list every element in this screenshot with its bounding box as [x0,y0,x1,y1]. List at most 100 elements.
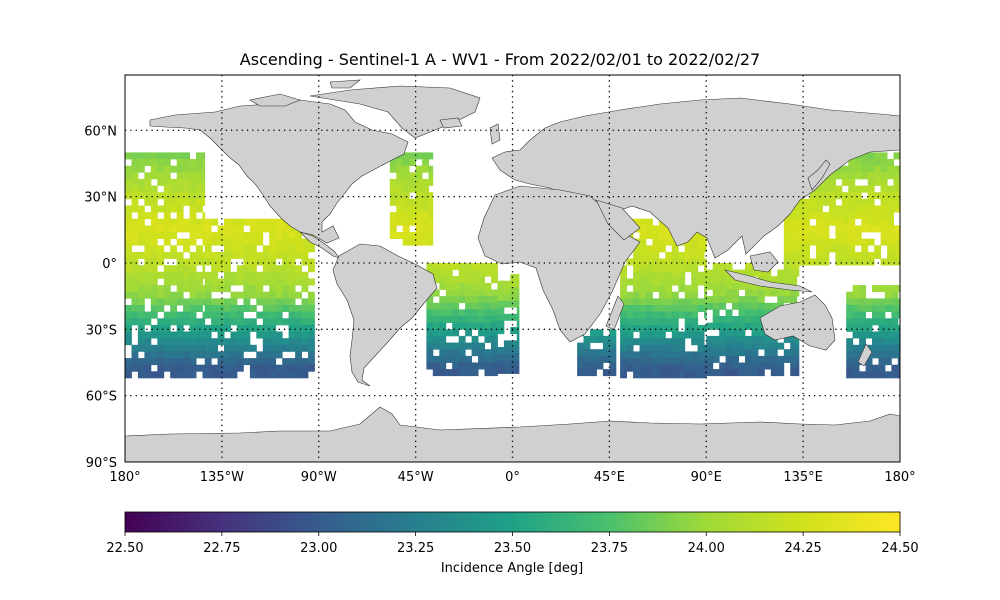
data-cell [275,291,283,299]
data-cell [725,289,733,297]
data-cell [183,159,190,166]
data-cell [202,198,206,206]
data-cell [170,358,178,366]
data-cell [204,305,212,312]
data-cell [426,335,434,343]
data-cell [658,324,666,332]
data-cell [217,318,225,326]
map-frame [124,74,901,463]
data-cell [428,198,434,206]
data-cell [697,351,705,359]
data-cell [196,258,203,266]
data-cell [125,364,132,372]
data-cell [249,364,257,372]
data-cell [282,291,290,299]
colorbar-tick-label: 24.50 [881,541,918,556]
data-cell [852,324,860,332]
data-cell [880,198,888,206]
data-cell [887,159,894,166]
data-cell [157,192,165,200]
data-cell [816,245,823,253]
data-cell [878,311,886,319]
data-cell [157,324,165,332]
data-cell [211,218,218,226]
data-cell [196,192,203,200]
data-cell [516,347,520,354]
data-cell [893,258,900,266]
data-cell [633,324,640,332]
data-cell [308,298,315,306]
data-cell [163,172,171,180]
data-cell [465,269,472,277]
data-cell [859,291,866,299]
data-cell [872,338,879,346]
data-cell [887,192,894,200]
data-cell [803,218,810,226]
data-cell [295,344,302,352]
data-cell [236,364,244,372]
data-cell [275,338,283,346]
iceland-island [439,117,463,129]
data-cell [211,311,218,319]
data-cell [719,362,727,370]
data-cell [516,327,520,335]
data-cell [719,276,727,284]
data-cell [163,225,171,233]
data-cell [163,185,171,193]
data-cell [157,205,165,213]
data-cell [816,225,823,233]
data-cell [646,311,653,319]
data-cell [829,172,836,180]
data-cell [432,369,440,377]
data-cell [125,338,132,346]
data-cell [256,311,264,319]
data-cell [897,311,900,319]
data-cell [236,218,244,226]
data-cell [846,324,854,332]
data-cell [852,305,860,312]
data-cell [790,225,798,233]
data-cell [697,251,705,259]
data-cell [646,338,653,346]
data-cell [163,159,171,166]
data-cell [396,205,404,213]
data-cell [150,258,158,266]
data-cell [751,269,759,277]
data-cell [396,165,404,173]
data-cell [835,165,843,173]
data-cell [484,309,492,317]
data-cell [745,263,752,270]
data-cell [478,342,485,350]
data-cell [176,218,184,226]
data-cell [706,335,714,343]
data-cell [176,324,184,332]
data-cell [671,251,679,259]
data-cell [295,305,302,312]
data-cell [816,218,823,226]
data-cell [445,342,453,350]
data-cell [458,289,466,297]
data-cell [230,251,238,259]
data-cell [671,245,679,253]
data-cell [841,251,849,259]
data-cell [704,298,707,306]
data-cell [626,351,634,359]
data-cell [757,296,765,304]
data-cell [144,172,152,180]
data-cell [256,271,264,279]
data-cell [189,331,197,339]
data-cell [301,305,309,312]
data-cell [691,318,699,326]
data-cell [458,349,466,357]
data-cell [157,318,165,326]
data-cell [137,251,145,259]
data-cell [236,265,244,273]
data-cell [854,212,862,220]
data-cell [757,302,765,310]
data-cell [846,291,854,299]
data-cell [224,351,231,359]
data-cell [465,322,472,330]
data-cell [224,245,231,253]
data-cell [822,198,830,206]
data-cell [183,265,190,273]
